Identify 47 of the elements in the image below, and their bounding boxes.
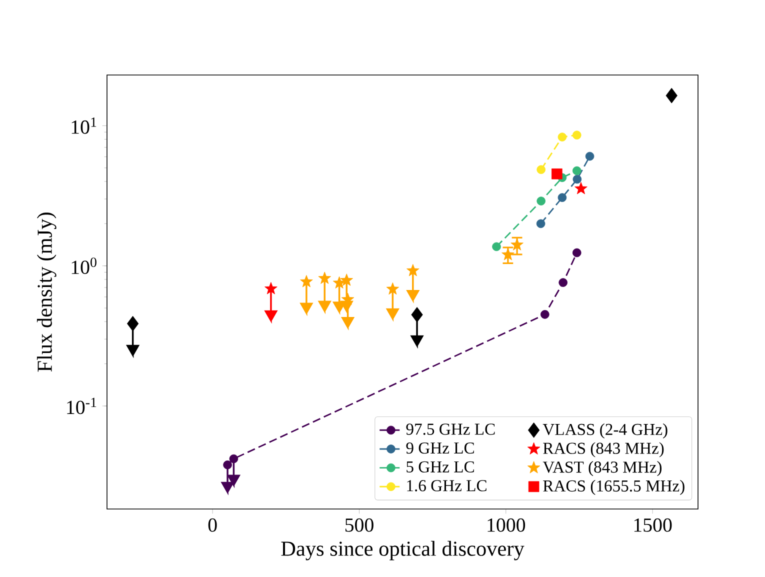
point (572, 248, 582, 258)
y-tick-label: 10$^{0}$ (72, 258, 96, 274)
point (300, 275, 313, 288)
point (411, 307, 423, 322)
point (386, 282, 400, 295)
point (572, 174, 582, 184)
point (552, 168, 562, 180)
point (223, 460, 232, 470)
legend-label: VAST (843 MHz) (542, 461, 662, 476)
point (585, 152, 594, 161)
point (536, 165, 546, 174)
y-axis-title: Flux density (mJy) (36, 212, 56, 372)
point (332, 276, 346, 288)
legend-label: 1.6 GHz LC (407, 480, 486, 492)
y-tick-label: 10$^{-1}$ (67, 398, 96, 414)
x-tick-label: 1000 (488, 518, 526, 532)
point (264, 282, 278, 294)
legend-label: VLASS (2-4 GHz) (542, 423, 668, 438)
point (558, 132, 567, 142)
point (540, 310, 550, 319)
point (510, 238, 524, 250)
legend-label: 5 GHz LC (406, 461, 474, 472)
point (536, 196, 546, 206)
point (558, 278, 568, 287)
point (318, 272, 332, 284)
legend-label: RACS (843 MHz) (543, 442, 664, 458)
point (340, 274, 354, 286)
x-tick-label: 1500 (634, 518, 672, 532)
point (666, 88, 678, 104)
point (558, 193, 567, 202)
point (341, 292, 354, 305)
point (502, 248, 514, 260)
y-tick-label: 10$^{1}$ (72, 118, 96, 134)
x-axis-title: Days since optical discovery (281, 540, 524, 560)
x-tick-label: 500 (345, 518, 374, 532)
point (536, 219, 546, 228)
point (229, 454, 238, 464)
point (126, 316, 139, 332)
legend-label: 9 GHz LC (406, 442, 474, 454)
point (406, 264, 420, 276)
point (572, 166, 582, 176)
point (572, 130, 582, 140)
point (574, 182, 588, 194)
x-tick-label: 0 (208, 518, 217, 532)
legend-label: 97.5 GHz LC (406, 424, 495, 435)
legend-label: RACS (1655.5 MHz) (543, 480, 684, 495)
point (492, 242, 501, 252)
